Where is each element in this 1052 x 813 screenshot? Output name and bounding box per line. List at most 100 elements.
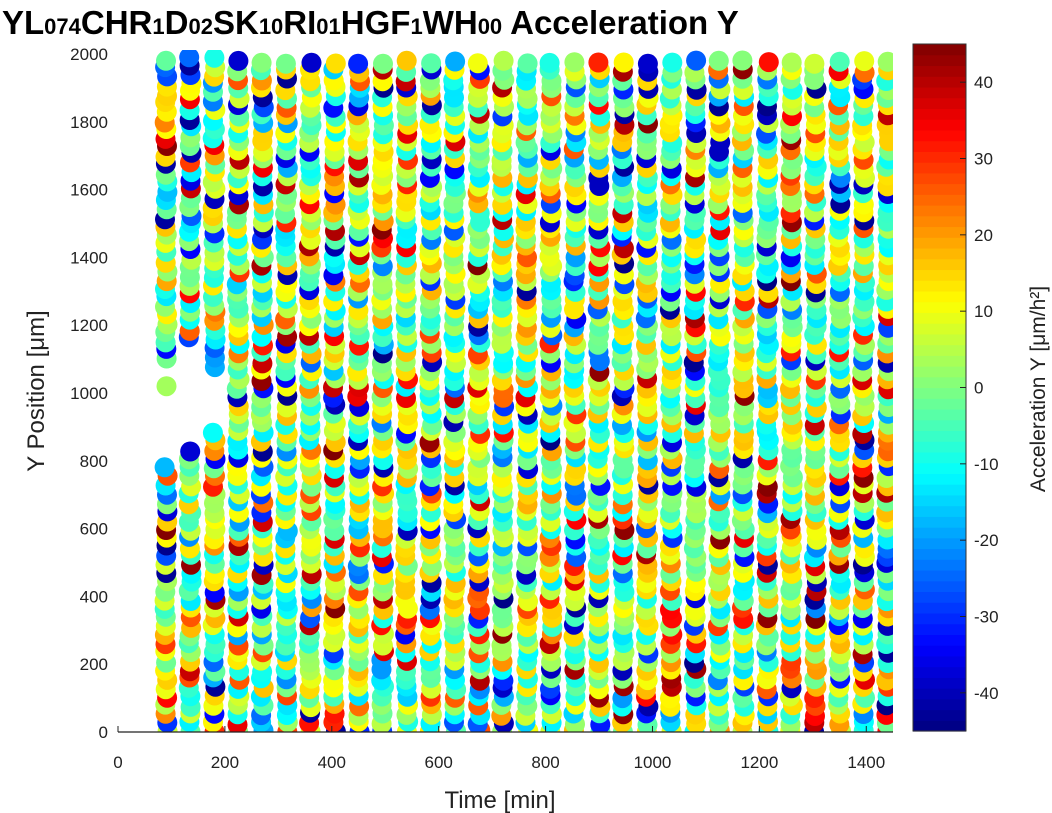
colorbar-band [913,376,966,389]
scatter-point [539,52,560,73]
y-tick-label: 400 [80,587,108,606]
scatter-point [877,51,893,72]
colorbar-band [913,580,966,593]
colorbar-label: Acceleration Y [μm/h²] [1027,286,1050,492]
colorbar-band [913,430,966,442]
colorbar-ticks: -40 -30 -20 -10 0 10 20 30 40 [960,73,999,703]
y-tick-label: 1600 [70,181,108,200]
scatter-point [662,52,683,73]
colorbar-band [913,559,966,571]
colorbar-band [913,97,966,109]
x-axis-label: Time [min] [444,787,555,813]
colorbar-band [913,548,966,560]
chart-title-part: WH [423,4,478,41]
scatter-points [154,50,893,732]
scatter-point [829,51,850,72]
y-tick-label: 2000 [70,45,108,64]
y-axis-label: Y Position [μm] [23,310,50,471]
colorbar-band [913,505,966,517]
colorbar-band [913,355,966,367]
chart-title: YL074CHR1D02SK10RI01HGF1WH00 Acceleratio… [2,4,739,41]
scatter-point [325,53,346,74]
scatter-point [301,52,322,73]
colorbar-band [913,65,966,77]
scatter-point [804,53,825,74]
scatter-point [396,50,417,71]
colorbar-band [913,677,966,689]
scatter-point [228,50,249,71]
colorbar-band [913,527,966,539]
colorbar-band [913,473,966,485]
colorbar-gradient [913,44,966,732]
colorbar-band [913,226,966,238]
colorbar-band [913,54,966,67]
scatter-point [445,51,466,72]
colorbar-band [913,591,966,603]
colorbar-band [913,709,966,721]
colorbar-band [913,119,966,131]
chart-title-part: 00 [478,14,502,39]
scatter-point [275,53,296,74]
colorbar-tick-label: -30 [974,608,999,627]
x-tick-label: 1000 [634,753,672,772]
colorbar-tick-label: 10 [974,302,993,321]
colorbar-tick-label: 40 [974,73,993,92]
colorbar-band [913,537,966,550]
colorbar-band [913,269,966,281]
colorbar-tick-label: -40 [974,684,999,703]
scatter-point [373,53,393,74]
scatter-point [758,52,779,73]
colorbar-band [913,215,966,228]
scatter-point [781,52,802,73]
y-tick-label: 0 [99,723,108,742]
colorbar-tick-label: 30 [974,150,993,169]
colorbar-band [913,698,966,711]
colorbar-band [913,441,966,453]
colorbar-band [913,290,966,303]
x-axis-ticks: 0 200 400 600 800 1000 1200 1400 [113,726,885,772]
scatter-point [180,441,201,462]
colorbar-band [913,129,966,142]
chart-title-part: SK [213,4,259,41]
chart-title-part: 074 [44,14,81,39]
chart-title-part: YL [2,4,44,41]
colorbar-band [913,451,966,464]
colorbar-band [913,172,966,185]
colorbar-band [913,688,966,700]
scatter-point [686,50,707,71]
scatter-point [493,50,514,71]
scatter-point [156,376,177,397]
colorbar-band [913,86,966,99]
x-tick-label: 1400 [847,753,885,772]
y-tick-label: 800 [80,452,108,471]
colorbar-band [913,140,966,152]
x-tick-label: 1200 [740,753,778,772]
y-tick-label: 1200 [70,316,108,335]
scatter-point [854,51,875,72]
colorbar-band [913,655,966,668]
colorbar-band [913,634,966,646]
y-tick-label: 1800 [70,113,108,132]
chart-title-part: 1 [152,14,164,39]
colorbar-band [913,151,966,163]
x-tick-label: 0 [113,753,122,772]
x-tick-label: 400 [318,753,346,772]
chart-title-part: 10 [259,14,283,39]
colorbar-band [913,44,966,56]
colorbar-tick-label: 0 [974,379,983,398]
y-tick-label: 200 [80,655,108,674]
colorbar-band [913,237,966,249]
scatter-point [588,52,609,73]
colorbar-tick-label: -10 [974,455,999,474]
chart-title-part: Acceleration Y [502,4,739,41]
chart-title-part: 1 [410,14,422,39]
colorbar-band [913,398,966,410]
colorbar-band [913,484,966,496]
chart-title-part: HGF [341,4,411,41]
y-tick-label: 1400 [70,248,108,267]
y-tick-label: 600 [80,520,108,539]
chart-title-part: CHR [81,4,153,41]
colorbar-band [913,602,966,614]
chart-title-part: 01 [316,14,340,39]
colorbar-band [913,247,966,260]
